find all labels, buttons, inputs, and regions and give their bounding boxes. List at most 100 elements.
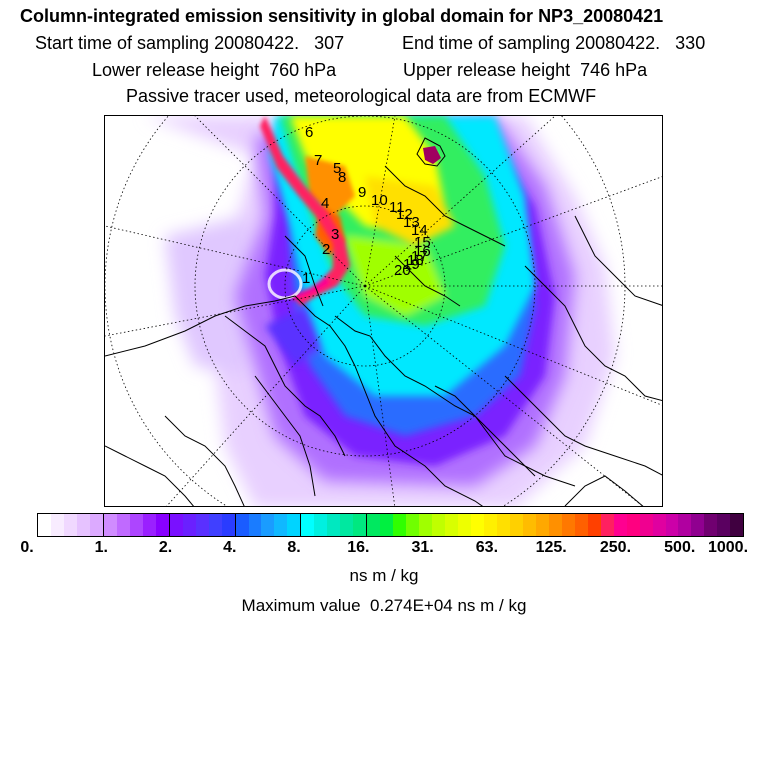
colorbar-cell: [445, 514, 458, 536]
field-layer-yellow: [290, 116, 455, 246]
traj-label: 16: [414, 243, 431, 260]
trajectory-labels: 1 2 3 4 5 6 7 8 9 10 11 12 13 14 15 16 1…: [302, 124, 431, 287]
colorbar-cell: [274, 514, 288, 536]
traj-label: 12: [396, 206, 413, 223]
colorbar-cell: [169, 514, 183, 536]
colorbar-cell: [522, 514, 536, 536]
colorbar-cell: [535, 514, 549, 536]
colorbar-cell: [208, 514, 222, 536]
colorbar-cell: [182, 514, 196, 536]
lower-release-height: Lower release height 760 hPa: [92, 60, 337, 80]
traj-label: 18: [407, 252, 424, 269]
colorbar-cell: [496, 514, 510, 536]
traj-label: 13: [403, 214, 420, 231]
colorbar-cell: [155, 514, 170, 536]
colorbar-cell: [38, 514, 51, 536]
colorbar-cell: [587, 514, 601, 536]
end-time: End time of sampling 20080422. 330: [402, 33, 706, 53]
colorbar-cell: [129, 514, 143, 536]
colorbar-cell: [665, 514, 679, 536]
colorbar-cell: [509, 514, 523, 536]
tracer-note: Passive tracer used, meteorological data…: [126, 86, 597, 106]
sensitivity-map: 1 2 3 4 5 6 7 8 9 10 11 12 13 14 15 16 1…: [105, 116, 662, 506]
colorbar-cell: [63, 514, 77, 536]
colorbar-cell: [730, 514, 744, 536]
chart-title: Column-integrated emission sensitivity i…: [20, 6, 664, 26]
colorbar-tick-label: 8.: [287, 539, 301, 556]
traj-label: 7: [314, 152, 322, 169]
colorbar-tick-label: 63.: [475, 539, 499, 556]
colorbar-cell: [458, 514, 471, 536]
colorbar-cell: [314, 514, 328, 536]
traj-label: 3: [331, 226, 339, 243]
traj-label: 20: [394, 262, 411, 279]
colorbar-tick-label: 16.: [347, 539, 370, 556]
colorbar-cell: [353, 514, 368, 536]
colorbar-cell: [432, 514, 446, 536]
colorbar-cell: [626, 514, 640, 536]
colorbar-cell: [142, 514, 156, 536]
traj-label: 19: [403, 256, 420, 273]
colorbar-cell: [340, 514, 354, 536]
colorbar-cell: [393, 514, 407, 536]
colorbar-cell: [704, 514, 718, 536]
colorbar-cell: [419, 514, 433, 536]
colorbar-cell: [600, 514, 614, 536]
traj-label: 15: [414, 234, 431, 251]
coastlines: [105, 137, 662, 506]
colorbar-cell: [639, 514, 653, 536]
colorbar-cell: [367, 514, 381, 536]
colorbar-cell: [678, 514, 692, 536]
colorbar-cell: [483, 514, 497, 536]
colorbar-tick-label: 4.: [223, 539, 237, 556]
upper-release-height: Upper release height 746 hPa: [403, 60, 648, 80]
colorbar-cell: [652, 514, 666, 536]
colorbar-tick-label: 1.: [94, 539, 108, 556]
colorbar-cell: [613, 514, 627, 536]
traj-label: 9: [358, 184, 366, 201]
colorbar-cell: [76, 514, 90, 536]
colorbar-tick-label: 500.: [664, 539, 696, 556]
traj-label: 2: [322, 241, 330, 258]
traj-label: 14: [411, 222, 428, 239]
maximum-value: Maximum value 0.274E+04 ns m / kg: [241, 596, 527, 615]
colorbar-cell: [691, 514, 705, 536]
colorbar-tick-label: 250.: [599, 539, 632, 556]
colorbar-tick-label: 31.: [411, 539, 434, 556]
colorbar-tick-label: 2.: [158, 539, 173, 556]
traj-label: 4: [321, 195, 329, 212]
colorbar-cell: [574, 514, 588, 536]
colorbar-cell: [261, 514, 275, 536]
colorbar-cell: [195, 514, 209, 536]
colorbar-cell: [248, 514, 262, 536]
colorbar-tick-label: 125.: [535, 539, 567, 556]
colorbar-cell: [548, 514, 562, 536]
traj-label: 11: [389, 199, 405, 216]
colorbar: [37, 513, 744, 537]
colorbar-cell: [89, 514, 104, 536]
colorbar-cell: [235, 514, 249, 536]
traj-label: 8: [338, 169, 346, 186]
traj-label: 10: [371, 192, 388, 209]
traj-label: 6: [305, 124, 313, 141]
colorbar-cell: [327, 514, 341, 536]
colorbar-cell: [221, 514, 236, 536]
colorbar-tick-label: 1000.: [707, 539, 749, 556]
colorbar-cell: [561, 514, 575, 536]
traj-label: 5: [333, 160, 341, 177]
colorbar-cell: [50, 514, 64, 536]
colorbar-cell: [116, 514, 130, 536]
colorbar-cell: [301, 514, 315, 536]
colorbar-cell: [380, 514, 394, 536]
start-time: Start time of sampling 20080422. 307: [35, 33, 345, 53]
traj-label: 17: [411, 248, 428, 265]
colorbar-tick-label: 0.: [20, 539, 34, 556]
colorbar-cell: [103, 514, 117, 536]
map-panel: 1 2 3 4 5 6 7 8 9 10 11 12 13 14 15 16 1…: [104, 115, 663, 507]
plume-streak: [260, 116, 350, 306]
colorbar-cell: [717, 514, 731, 536]
colorbar-cell: [287, 514, 302, 536]
traj-label: 1: [302, 270, 310, 287]
colorbar-cell: [406, 514, 420, 536]
colorbar-cell: [470, 514, 484, 536]
